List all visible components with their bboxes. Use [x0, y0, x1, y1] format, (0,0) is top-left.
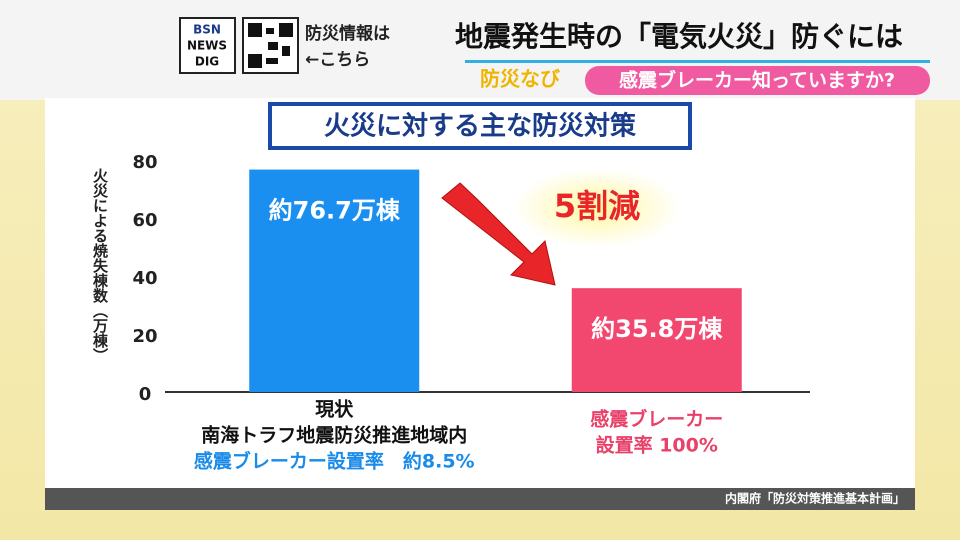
x-tick-label: 設置率 100% [596, 434, 718, 457]
chart-panel [45, 98, 915, 492]
headline-rule [465, 60, 930, 63]
qr-caption: 防災情報は [305, 23, 390, 44]
bar [249, 169, 420, 392]
qr-caption: ←こちら [305, 50, 370, 70]
annotation: 5割減 [554, 187, 640, 225]
x-tick-label: 現状 [315, 398, 354, 421]
tag: 防災なび [480, 67, 561, 91]
headline: 地震発生時の「電気火災」防ぐには [455, 20, 903, 53]
footer-bar [45, 488, 915, 510]
title-box [268, 102, 692, 150]
subhead-pill [585, 66, 930, 95]
x-tick-label: 感震ブレーカー [590, 408, 723, 431]
logo-text: DIG [195, 55, 219, 69]
chart-title: 火災に対する主な防災対策 [324, 111, 636, 142]
x-tick-label: 感震ブレーカー設置率 約8.5% [194, 450, 475, 473]
logo-text: BSN [193, 23, 221, 37]
y-tick-label: 80 [132, 152, 157, 173]
logo-box [179, 17, 236, 74]
annotation-glow [512, 168, 682, 248]
qr-pattern [248, 23, 293, 68]
y-axis-label: 火災による焼失棟数（万棟） [91, 168, 109, 363]
value-label: 約35.8万棟 [591, 315, 723, 343]
arrow [441, 182, 556, 286]
y-tick-label: 0 [139, 384, 152, 405]
bar [571, 288, 742, 392]
y-tick-label: 40 [132, 268, 157, 289]
logo-text: NEWS [187, 39, 227, 53]
y-tick-label: 60 [132, 210, 157, 231]
plot: 020406080約76.7万棟現状南海トラフ地震防災推進地域内感震ブレーカー設… [132, 152, 810, 473]
subhead: 感震ブレーカー知っていますか? [619, 69, 895, 92]
value-label: 約76.7万棟 [269, 197, 401, 225]
source: 内閣府「防災対策推進基本計画」 [725, 491, 905, 506]
x-tick-label: 南海トラフ地震防災推進地域内 [201, 424, 467, 447]
y-tick-label: 20 [132, 326, 157, 347]
